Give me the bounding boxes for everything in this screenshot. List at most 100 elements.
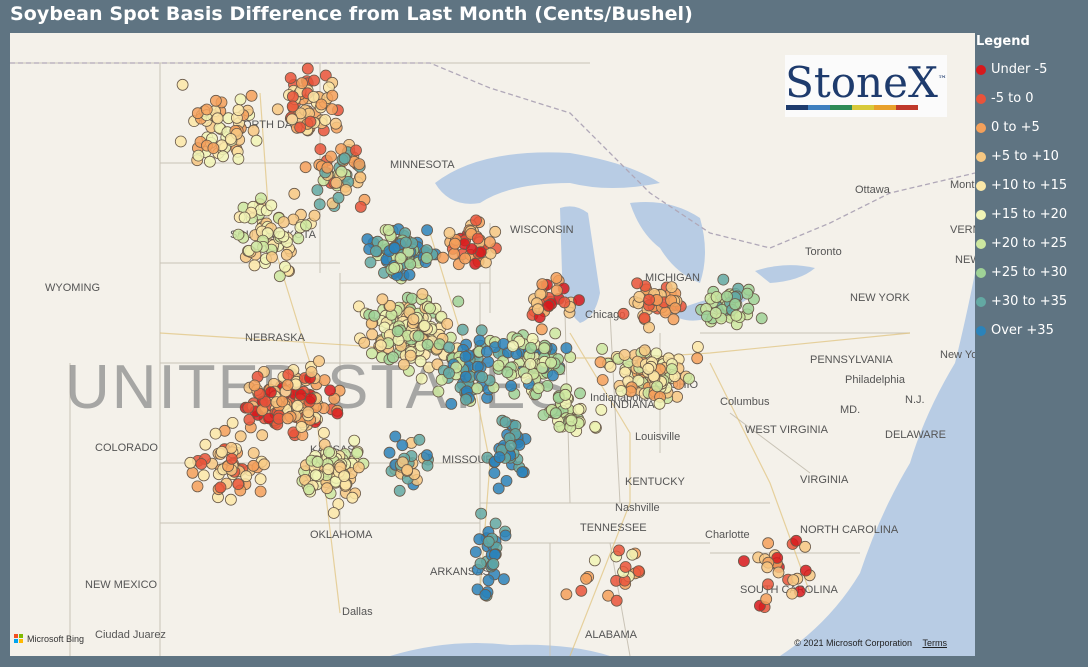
- map-observation-dot[interactable]: [665, 281, 678, 294]
- map-observation-dot[interactable]: [248, 379, 261, 392]
- map-observation-dot[interactable]: [338, 152, 351, 165]
- map-observation-dot[interactable]: [565, 414, 578, 427]
- map-observation-dot[interactable]: [391, 325, 404, 338]
- map-observation-dot[interactable]: [397, 358, 410, 371]
- map-observation-dot[interactable]: [738, 555, 750, 567]
- map-observation-dot[interactable]: [247, 447, 260, 459]
- map-observation-dot[interactable]: [287, 426, 300, 439]
- map-observation-dot[interactable]: [573, 294, 585, 307]
- map-observation-dot[interactable]: [273, 227, 286, 240]
- map-observation-dot[interactable]: [304, 392, 317, 405]
- map-observation-dot[interactable]: [364, 256, 377, 269]
- map-observation-dot[interactable]: [415, 372, 428, 385]
- map-observation-dot[interactable]: [483, 236, 496, 249]
- map-observation-dot[interactable]: [558, 296, 571, 309]
- map-observation-dot[interactable]: [307, 91, 320, 103]
- map-observation-dot[interactable]: [476, 371, 489, 383]
- map-observation-dot[interactable]: [315, 98, 328, 111]
- map-observation-dot[interactable]: [799, 540, 811, 553]
- legend-item[interactable]: +25 to +30: [976, 258, 1086, 287]
- map-observation-dot[interactable]: [459, 370, 472, 383]
- map-observation-dot[interactable]: [309, 469, 322, 482]
- map-observation-dot[interactable]: [308, 74, 320, 87]
- map-observation-dot[interactable]: [632, 565, 645, 577]
- map-observation-dot[interactable]: [308, 209, 321, 222]
- map-observation-dot[interactable]: [199, 438, 212, 451]
- map-observation-dot[interactable]: [226, 416, 239, 429]
- map-observation-dot[interactable]: [280, 248, 293, 261]
- map-observation-dot[interactable]: [762, 537, 774, 550]
- map-observation-dot[interactable]: [300, 219, 312, 232]
- map-observation-dot[interactable]: [504, 439, 517, 452]
- map-observation-dot[interactable]: [330, 176, 343, 189]
- map-observation-dot[interactable]: [335, 165, 348, 178]
- map-observation-dot[interactable]: [488, 467, 501, 479]
- map-observation-dot[interactable]: [407, 313, 420, 326]
- map-observation-dot[interactable]: [394, 252, 407, 265]
- map-observation-dot[interactable]: [250, 240, 263, 253]
- map-observation-dot[interactable]: [382, 224, 395, 236]
- map-observation-dot[interactable]: [721, 290, 733, 303]
- map-observation-dot[interactable]: [311, 455, 324, 468]
- map-observation-dot[interactable]: [354, 200, 367, 213]
- map-observation-dot[interactable]: [366, 328, 379, 341]
- map-observation-dot[interactable]: [589, 420, 601, 433]
- map-observation-dot[interactable]: [588, 554, 601, 567]
- map-observation-dot[interactable]: [436, 251, 449, 264]
- map-observation-dot[interactable]: [480, 345, 493, 358]
- map-observation-dot[interactable]: [273, 270, 286, 283]
- map-observation-dot[interactable]: [460, 393, 472, 406]
- map-canvas[interactable]: UNITED STATES NORTH DAKOTAMINNESOTASOUTH…: [10, 33, 975, 656]
- map-observation-dot[interactable]: [365, 347, 378, 360]
- map-observation-dot[interactable]: [755, 312, 768, 325]
- map-observation-dot[interactable]: [326, 103, 338, 115]
- map-observation-dot[interactable]: [596, 342, 608, 355]
- map-observation-dot[interactable]: [317, 426, 330, 439]
- map-observation-dot[interactable]: [553, 420, 566, 433]
- map-observation-dot[interactable]: [416, 288, 429, 300]
- map-observation-dot[interactable]: [604, 360, 617, 373]
- map-observation-dot[interactable]: [638, 312, 651, 324]
- map-observation-dot[interactable]: [459, 252, 472, 265]
- map-observation-dot[interactable]: [302, 406, 315, 419]
- map-observation-dot[interactable]: [501, 366, 514, 379]
- map-observation-dot[interactable]: [393, 484, 406, 497]
- map-observation-dot[interactable]: [353, 158, 366, 171]
- map-observation-dot[interactable]: [282, 368, 295, 381]
- map-observation-dot[interactable]: [292, 232, 305, 245]
- map-observation-dot[interactable]: [618, 349, 631, 361]
- map-observation-dot[interactable]: [619, 561, 632, 573]
- map-observation-dot[interactable]: [214, 481, 227, 494]
- map-observation-dot[interactable]: [370, 245, 382, 258]
- map-observation-dot[interactable]: [642, 362, 655, 375]
- map-observation-dot[interactable]: [247, 124, 260, 137]
- map-observation-dot[interactable]: [351, 447, 364, 460]
- map-observation-dot[interactable]: [459, 350, 472, 363]
- map-observation-dot[interactable]: [420, 252, 433, 264]
- map-observation-dot[interactable]: [443, 341, 456, 354]
- map-observation-dot[interactable]: [413, 433, 426, 446]
- map-observation-dot[interactable]: [414, 355, 427, 368]
- map-observation-dot[interactable]: [354, 171, 367, 184]
- map-observation-dot[interactable]: [234, 93, 247, 106]
- map-observation-dot[interactable]: [215, 445, 228, 458]
- map-observation-dot[interactable]: [432, 385, 445, 398]
- map-observation-dot[interactable]: [284, 72, 297, 84]
- map-observation-dot[interactable]: [424, 302, 436, 315]
- map-observation-dot[interactable]: [288, 187, 301, 200]
- map-observation-dot[interactable]: [286, 113, 299, 126]
- map-observation-dot[interactable]: [207, 142, 220, 154]
- map-observation-dot[interactable]: [669, 302, 682, 315]
- map-observation-dot[interactable]: [255, 192, 267, 205]
- map-observation-dot[interactable]: [294, 121, 307, 134]
- map-observation-dot[interactable]: [482, 574, 495, 587]
- map-observation-dot[interactable]: [580, 572, 592, 585]
- map-observation-dot[interactable]: [506, 340, 519, 353]
- map-observation-dot[interactable]: [520, 372, 533, 385]
- map-observation-dot[interactable]: [538, 342, 551, 355]
- map-observation-dot[interactable]: [615, 385, 628, 397]
- map-observation-dot[interactable]: [560, 342, 573, 355]
- map-observation-dot[interactable]: [420, 449, 433, 462]
- map-observation-dot[interactable]: [383, 446, 396, 459]
- map-observation-dot[interactable]: [412, 330, 425, 343]
